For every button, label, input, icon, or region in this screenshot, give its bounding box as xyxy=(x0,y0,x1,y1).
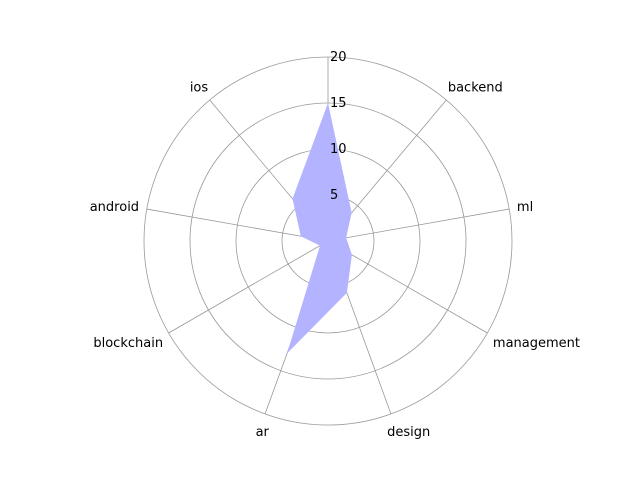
category-label-1: backend xyxy=(448,80,503,95)
radial-tick-label-1: 10 xyxy=(330,142,347,157)
radial-tick-label-2: 15 xyxy=(330,96,347,111)
grid-spoke-3 xyxy=(327,240,488,334)
category-label-4: design xyxy=(387,425,430,440)
series-layer xyxy=(286,102,353,354)
series-point-0-1 xyxy=(351,212,353,214)
series-area-0 xyxy=(287,103,352,354)
category-label-3: management xyxy=(493,336,580,351)
radial-tick-label-3: 20 xyxy=(330,50,347,65)
series-point-0-0 xyxy=(327,102,329,104)
grid-spoke-2 xyxy=(327,208,510,242)
series-point-0-3 xyxy=(351,254,353,256)
series-point-0-7 xyxy=(300,235,302,237)
label-layer: backend ml management design ar blockchain and… xyxy=(90,50,580,440)
category-label-6: blockchain xyxy=(93,336,163,351)
category-label-2: ml xyxy=(517,200,533,215)
series-point-0-6 xyxy=(319,245,321,247)
series-point-0-5 xyxy=(286,352,288,354)
radial-tick-label-0: 5 xyxy=(330,188,338,203)
grid-spoke-7 xyxy=(146,208,329,242)
category-label-8: ios xyxy=(190,80,209,95)
series-point-0-8 xyxy=(291,198,294,200)
category-label-7: android xyxy=(90,200,139,215)
grid-spoke-6 xyxy=(168,240,329,334)
series-point-0-4 xyxy=(346,292,348,294)
category-label-5: ar xyxy=(256,425,270,440)
series-point-0-2 xyxy=(345,237,347,239)
